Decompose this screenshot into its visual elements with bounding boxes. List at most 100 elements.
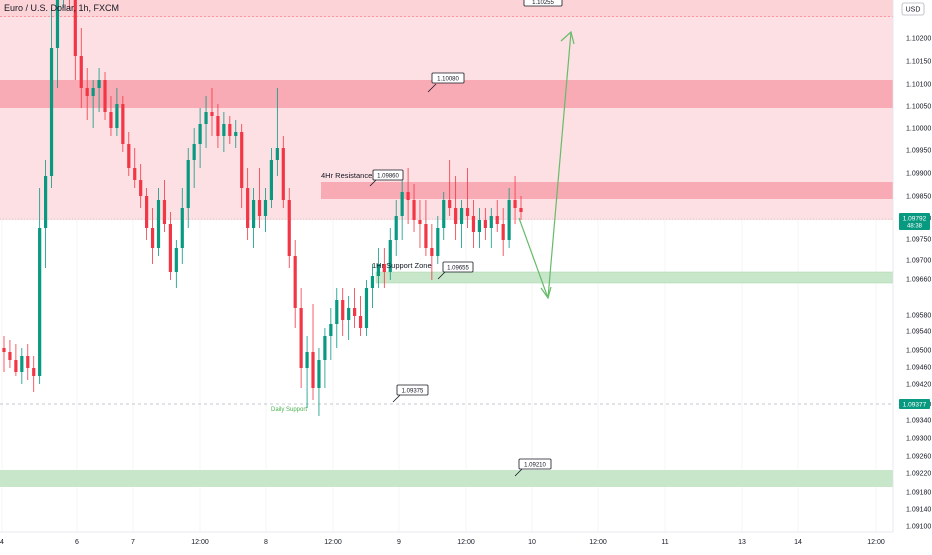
candle-body [263,200,268,216]
candle-body [204,112,208,124]
candle-body [364,288,369,328]
price-tick-label: 1.09180 [906,490,931,497]
candle-body [507,200,511,240]
candle-body [49,48,54,176]
time-tick-label: 12:00 [589,539,607,546]
time-tick-label: 8 [264,539,268,546]
time-axis-ticks: 4 6 7 12:00 8 12:00 9 12:00 10 12:00 11 13 14 12:00 [0,539,885,546]
candle-body [370,276,375,288]
time-tick-label: 12:00 [867,539,885,546]
candle-body [150,228,155,248]
zone-4hr-resistance [321,182,893,199]
candle-body [376,264,380,276]
candle-body [246,188,250,228]
candle-body [358,316,363,328]
price-tick-label: 1.09300 [906,436,931,443]
candle-body [234,132,238,136]
time-tick-label: 7 [131,539,135,546]
candle-body [275,148,279,160]
candle-body [121,104,125,144]
candle-body [43,176,48,228]
candle-body [335,300,339,324]
price-tick-label: 1.09900 [906,171,931,178]
candle-body [471,216,476,232]
currency-button[interactable]: USD [901,2,925,16]
current-price-badge: 1.09792 48:38 [899,213,930,230]
price-tick-label: 1.10100 [906,82,931,89]
upper-red-zone [0,0,893,17]
callout-1-09655: 1.09655 [437,261,474,280]
price-tick-label: 1.09700 [906,258,931,265]
candle-body [222,124,226,136]
price-axis-ticks: 1.10200 1.10150 1.10100 1.10050 1.10000 1.099… [906,36,931,531]
candle-body [406,192,410,200]
price-tick-label: 1.09260 [906,454,931,461]
zone-1hr-support [375,271,894,284]
candle-body [228,124,232,136]
candle-body [32,368,36,376]
price-tick-label: 1.09220 [906,471,931,478]
candle-body [20,356,24,372]
candle-body [412,200,416,220]
candle-body [14,360,18,372]
candle-body [115,104,119,128]
price-tick-label: 1.09660 [906,277,931,284]
candle-body [477,220,482,232]
price-tick-label: 1.10200 [906,36,931,43]
candle-body [305,352,309,368]
candle-body [192,144,196,160]
chart-title: Euro / U.S. Dollar, 1h, FXCM [4,3,119,13]
callout-1-09210: 1.09210 [514,458,552,477]
zone-1-10080 [0,80,893,108]
support-zone-text: 1Hr Support Zone [372,261,432,270]
daily-support-badge: 1.09377 [899,399,930,409]
callout-text-1-10255: 1.10255 [532,0,554,6]
time-tick-label: 12:00 [191,539,209,546]
candle-body [97,80,101,88]
candle-body [483,220,487,228]
price-tick-label: 1.09500 [906,348,931,355]
candle-body [79,56,83,88]
candle-body [519,208,523,212]
time-tick-label: 12:00 [457,539,475,546]
candle-body [127,144,131,168]
time-tick-label: 4 [0,539,4,546]
candle-body [341,300,345,320]
price-tick-label: 1.09580 [906,313,931,320]
candle-body [251,200,256,228]
candle-body [495,216,499,224]
callout-1-10255: 1.10255 [523,0,563,7]
candle-body [210,112,214,116]
current-price-value: 1.09792 [903,216,927,223]
zone-lower-green [0,470,893,487]
price-tick-label: 1.09750 [906,237,931,244]
candle-body [145,196,149,228]
candle-body [103,80,107,112]
candle-body [269,160,274,200]
price-tick-label: 1.09140 [906,507,931,514]
candle-body [180,208,184,248]
callout-text-1-09210: 1.09210 [524,463,546,469]
candle-body [174,248,178,272]
time-axis-bg [0,532,932,550]
candle-body [418,220,422,224]
candle-body [501,224,505,240]
callout-text-1-09655: 1.09655 [447,266,469,272]
price-tick-label: 1.09850 [906,194,931,201]
callout-text-1-10080: 1.10080 [437,77,459,83]
daily-support-price: 1.09377 [903,402,927,409]
time-tick-label: 9 [397,539,401,546]
candle-body [400,192,404,216]
countdown-value: 48:38 [907,224,923,230]
price-tick-label: 1.09460 [906,365,931,372]
currency-label: USD [906,7,921,14]
callout-text-1-09375: 1.09375 [402,389,424,395]
candle-body [293,256,297,308]
candle-body [257,200,262,216]
candle-body [287,200,291,256]
down-arrowhead-icon [540,286,552,300]
candle-body [436,228,440,256]
candle-body [388,240,392,272]
